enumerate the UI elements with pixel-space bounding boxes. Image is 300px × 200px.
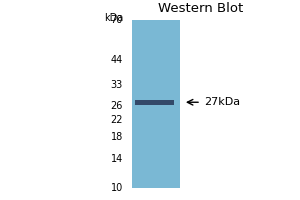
Text: 27kDa: 27kDa [204,97,240,107]
Text: Western Blot: Western Blot [158,2,244,15]
Text: 14: 14 [111,154,123,164]
Text: kDa: kDa [104,13,123,23]
Text: 22: 22 [110,115,123,125]
Text: 26: 26 [111,101,123,111]
Text: 10: 10 [111,183,123,193]
Text: 70: 70 [111,15,123,25]
Text: 44: 44 [111,55,123,65]
Text: 18: 18 [111,132,123,142]
Text: 33: 33 [111,80,123,90]
